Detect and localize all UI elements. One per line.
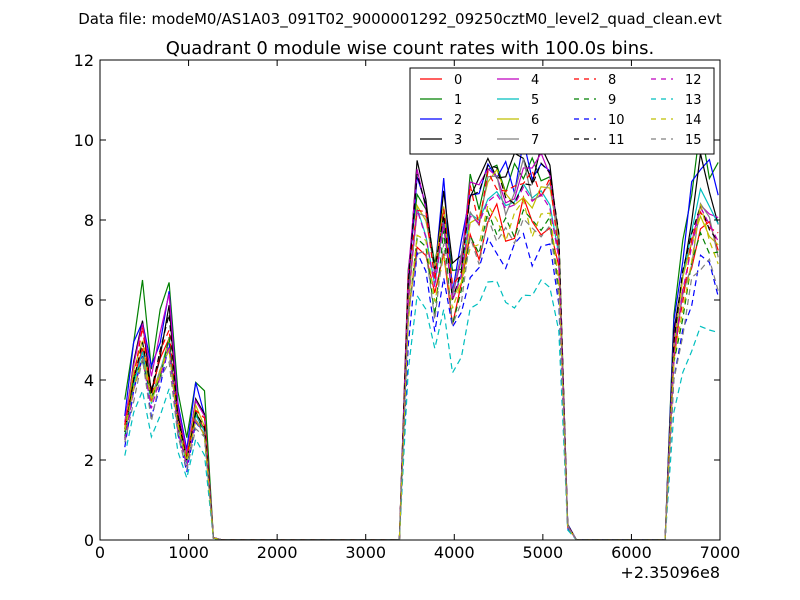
series-line-1 — [124, 124, 719, 540]
x-tick-label: 3000 — [345, 543, 386, 562]
series-line-13 — [124, 279, 719, 540]
series-line-9 — [124, 208, 719, 540]
series-line-3 — [124, 144, 719, 540]
y-tick-label: 2 — [84, 451, 94, 470]
series-line-0 — [124, 195, 719, 540]
x-tick-label: 5000 — [522, 543, 563, 562]
series-line-11 — [124, 162, 719, 540]
y-tick-label: 6 — [84, 291, 94, 310]
x-tick-label: 2000 — [257, 543, 298, 562]
legend-label-15: 15 — [685, 133, 702, 148]
legend-label-6: 6 — [531, 113, 539, 128]
series-line-10 — [124, 232, 719, 540]
legend-label-7: 7 — [531, 133, 539, 148]
legend-label-1: 1 — [454, 93, 462, 108]
series-line-5 — [124, 182, 719, 540]
series-line-8 — [124, 169, 719, 540]
legend-label-2: 2 — [454, 113, 462, 128]
series-line-12 — [124, 185, 719, 540]
y-tick-label: 0 — [84, 531, 94, 550]
series-line-7 — [124, 158, 719, 540]
y-tick-label: 10 — [74, 131, 94, 150]
legend-label-9: 9 — [608, 93, 616, 108]
y-tick-label: 12 — [74, 51, 94, 70]
series-line-15 — [124, 215, 719, 540]
x-tick-label: 7000 — [700, 543, 741, 562]
legend-label-0: 0 — [454, 73, 462, 88]
y-tick-label: 4 — [84, 371, 94, 390]
x-tick-label: 4000 — [434, 543, 475, 562]
series-line-6 — [124, 168, 719, 540]
plot-area — [124, 124, 719, 540]
y-tick-label: 8 — [84, 211, 94, 230]
legend-box — [409, 67, 715, 155]
legend-label-12: 12 — [685, 73, 702, 88]
legend-label-11: 11 — [608, 133, 625, 148]
x-tick-label: 6000 — [611, 543, 652, 562]
legend-label-13: 13 — [685, 93, 702, 108]
legend-label-8: 8 — [608, 73, 616, 88]
legend-label-3: 3 — [454, 133, 462, 148]
chart-title: Quadrant 0 module wise count rates with … — [166, 38, 655, 59]
legend-label-4: 4 — [531, 73, 539, 88]
legend-label-14: 14 — [685, 113, 702, 128]
x-tick-label: 1000 — [168, 543, 209, 562]
x-tick-label: 0 — [95, 543, 105, 562]
legend-label-10: 10 — [608, 113, 625, 128]
legend-label-5: 5 — [531, 93, 539, 108]
suptitle: Data file: modeM0/AS1A03_091T02_90000012… — [78, 10, 722, 29]
x-offset-label: +2.35096e8 — [620, 563, 720, 582]
